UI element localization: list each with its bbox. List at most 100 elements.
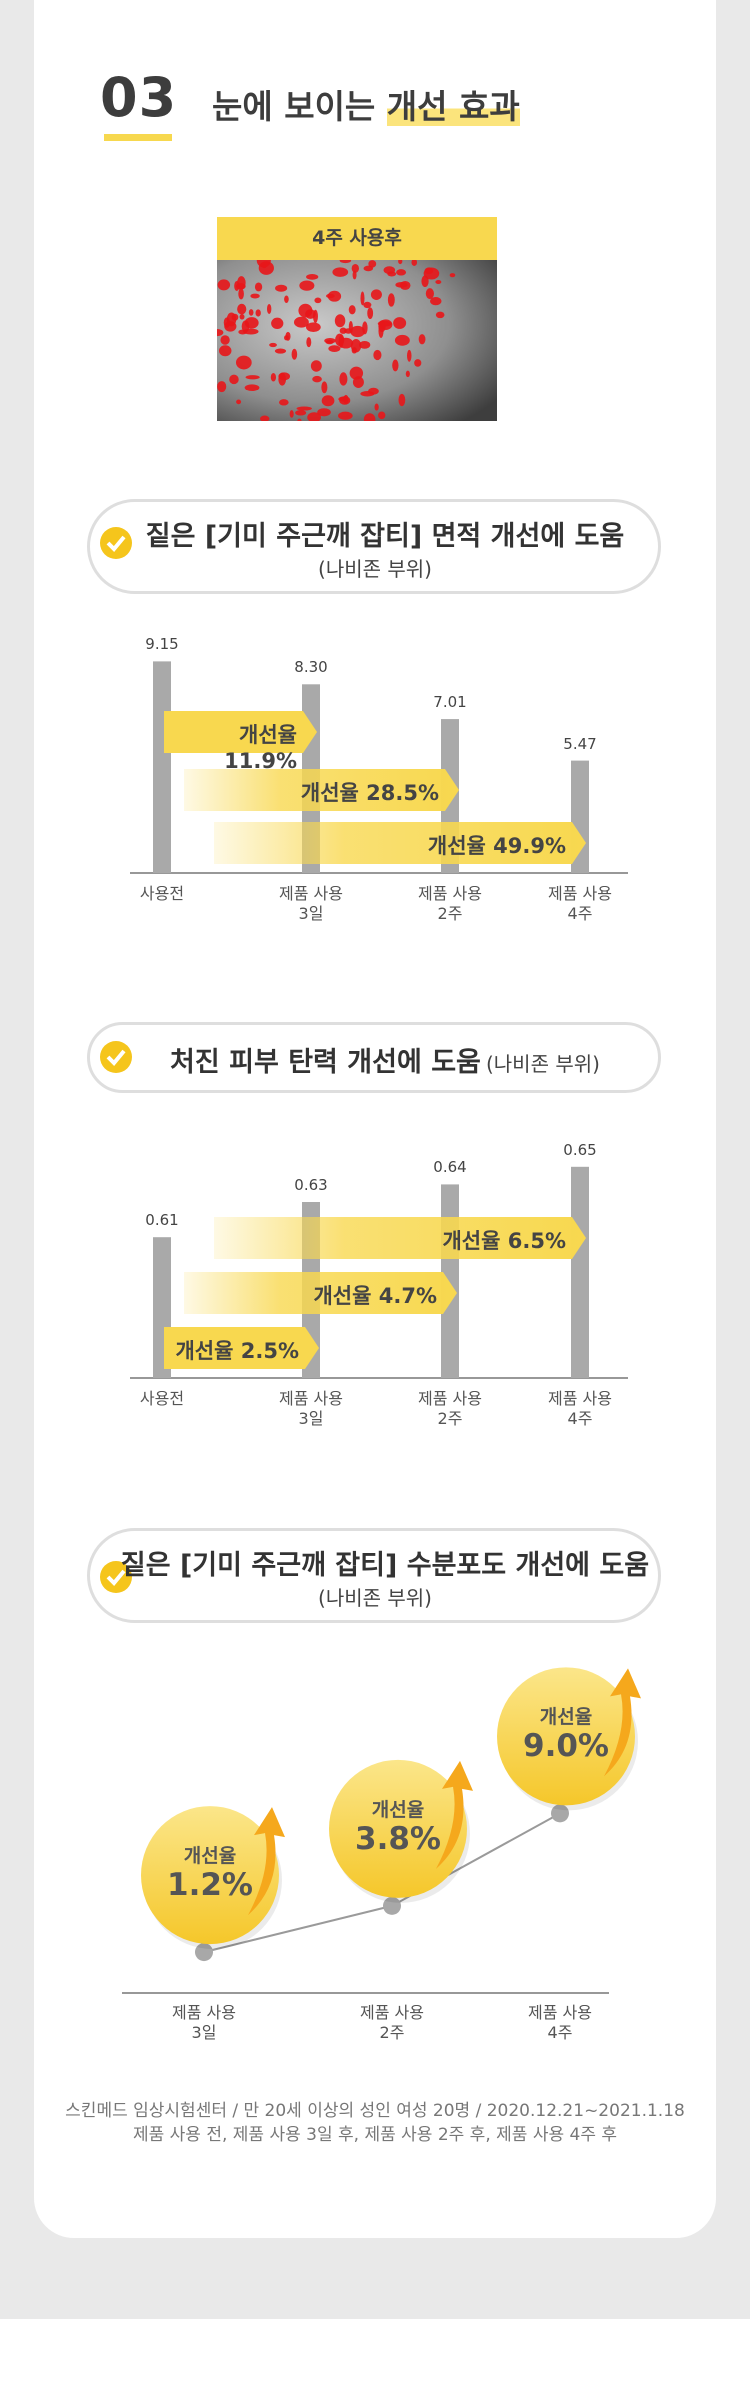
improvement-label: 개선율 49.9% xyxy=(427,834,566,858)
value-label: 1.2% xyxy=(167,1867,253,1904)
skin-spot xyxy=(396,269,407,276)
x-tick-label: 사용전 xyxy=(139,1389,185,1408)
skin-spot xyxy=(378,411,386,420)
chart-title: 처진 피부 탄력 개선에 도움 xyxy=(170,1047,481,1078)
improvement-label: 개선율 6.5% xyxy=(442,1229,566,1253)
improvement-banner xyxy=(184,1272,457,1314)
point xyxy=(195,1943,213,1962)
skin-spot xyxy=(239,314,245,320)
skin-spot xyxy=(218,345,232,357)
improvement-label: 개선율 2.5% xyxy=(175,1339,299,1363)
skin-spot xyxy=(307,412,321,421)
improvement-banner xyxy=(214,1217,586,1259)
skin-spot xyxy=(352,376,364,388)
x-tick-label: 제품 사용 2주 xyxy=(418,884,482,923)
skin-spot xyxy=(314,297,322,304)
skin-spot xyxy=(275,284,288,292)
skin-spot xyxy=(358,340,371,349)
chart-subtitle: (나비존 부위) xyxy=(485,1052,600,1076)
skin-spot xyxy=(234,281,240,291)
skin-spot xyxy=(368,387,379,395)
title-text: 눈에 보이는 xyxy=(212,87,376,126)
skin-spot xyxy=(393,317,407,329)
skin-spot xyxy=(348,305,356,315)
value-label: 9.0% xyxy=(523,1728,609,1765)
skin-spot xyxy=(291,348,298,360)
skin-spot xyxy=(236,399,242,405)
bubble xyxy=(141,1806,279,1945)
skin-spot xyxy=(349,366,364,380)
skin-spot xyxy=(306,322,321,332)
skin-spot xyxy=(235,355,252,370)
check-icon xyxy=(100,1041,132,1073)
footnote: 제품 사용 전, 제품 사용 3일 후, 제품 사용 2주 후, 제품 사용 4… xyxy=(132,2125,618,2145)
chart-subtitle: (나비존 부위) xyxy=(318,1586,432,1610)
skin-spot xyxy=(423,267,440,280)
skin-spot xyxy=(306,273,319,280)
value-label: 0.61 xyxy=(145,1211,179,1230)
skin-spot xyxy=(217,279,231,291)
value-label: 7.01 xyxy=(433,693,467,712)
value-label: 5.47 xyxy=(563,734,597,753)
skin-spot xyxy=(405,370,410,378)
skin-spot xyxy=(237,303,247,315)
x-tick-label: 제품 사용 4주 xyxy=(528,2003,592,2042)
x-tick-label: 제품 사용 2주 xyxy=(418,1389,482,1428)
point xyxy=(551,1804,569,1823)
improvement-banner xyxy=(164,1327,319,1369)
skin-spot xyxy=(395,281,408,288)
chart-1-header xyxy=(87,499,661,594)
skin-spot xyxy=(312,375,322,383)
skin-spot xyxy=(297,418,302,421)
section-number: 03 xyxy=(100,66,178,129)
improvement-banner xyxy=(184,769,459,811)
check-icon xyxy=(100,1561,132,1593)
skin-spot xyxy=(411,260,418,266)
check-icon xyxy=(100,527,132,559)
chart-3-header xyxy=(87,1528,661,1623)
skin-spot xyxy=(266,303,272,314)
skin-spot xyxy=(339,260,352,264)
x-tick-label: 제품 사용 4주 xyxy=(548,884,612,923)
skin-spot xyxy=(254,282,263,292)
bar xyxy=(571,1166,589,1378)
skin-spot xyxy=(418,334,426,345)
skin-spot xyxy=(344,328,353,334)
skin-spot xyxy=(238,329,247,335)
bubble xyxy=(497,1667,635,1806)
skin-spot xyxy=(398,260,403,265)
skin-spot xyxy=(373,349,382,361)
skin-spot xyxy=(374,403,379,411)
chart-title: 짙은 [기미 주근깨 잡티] 면적 개선에 도움 xyxy=(145,521,625,552)
skin-spot xyxy=(339,372,348,386)
skin-spot xyxy=(289,410,294,418)
skin-spot xyxy=(255,309,261,317)
bubble-label: 개선율 xyxy=(371,1798,425,1821)
skin-spot xyxy=(295,410,307,416)
skin-spot xyxy=(425,288,434,300)
skin-spot xyxy=(383,266,396,274)
x-tick-label: 제품 사용 3일 xyxy=(279,1389,343,1428)
bubble-label: 개선율 xyxy=(539,1706,593,1729)
skin-spot xyxy=(449,273,456,278)
value-label: 0.65 xyxy=(563,1140,597,1159)
skin-spot xyxy=(377,320,392,327)
improvement-label: 개선율 4.7% xyxy=(313,1284,437,1308)
skin-spot xyxy=(284,335,289,341)
skin-spot xyxy=(217,328,224,337)
skin-spot xyxy=(327,290,342,302)
skin-spot xyxy=(296,406,312,411)
skin-spot xyxy=(392,359,399,372)
bubble xyxy=(329,1759,467,1898)
up-arrow xyxy=(604,1668,641,1777)
section-title: 눈에 보이는 개선 효과 xyxy=(212,80,520,128)
skin-spot xyxy=(328,345,341,353)
up-arrow xyxy=(248,1807,285,1916)
skin-spot xyxy=(220,335,230,345)
skin-spot xyxy=(223,317,230,328)
skin-spot xyxy=(260,415,270,421)
x-tick-label: 제품 사용 3일 xyxy=(172,2003,236,2042)
bottom-strip xyxy=(0,2319,750,2400)
